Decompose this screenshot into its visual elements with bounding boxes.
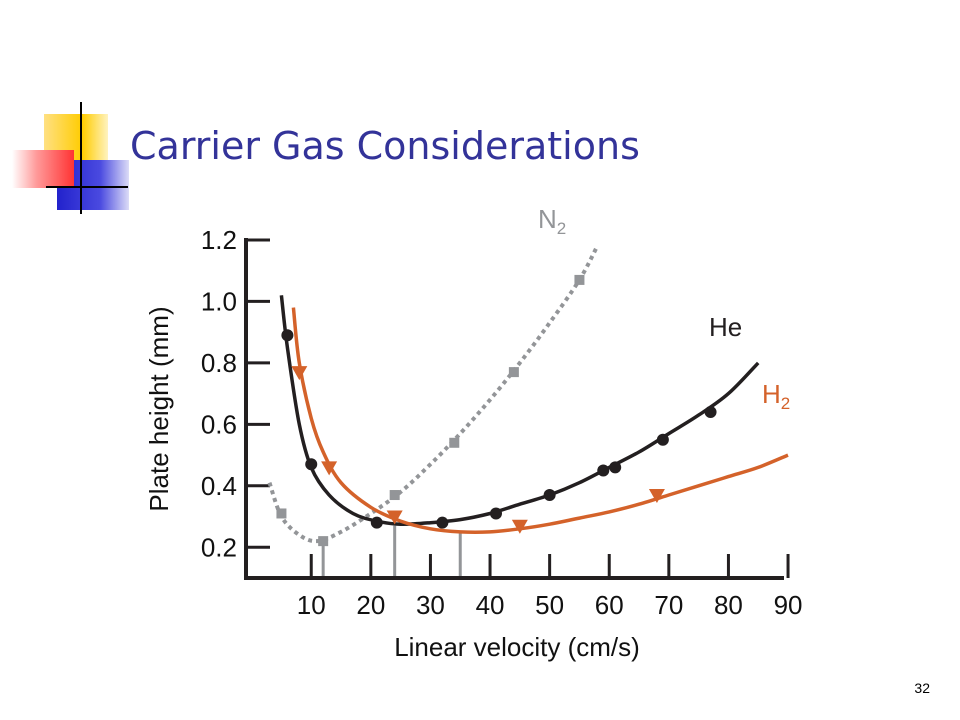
y-tick-label: 0.8	[201, 348, 237, 378]
data-point-he	[704, 406, 717, 419]
decor-square-red	[12, 150, 74, 188]
data-point-n2	[508, 367, 519, 378]
data-point-he	[609, 461, 622, 474]
decor-horizontal-line	[46, 186, 128, 188]
data-point-he	[370, 516, 383, 529]
data-point-n2	[389, 490, 400, 501]
page-number: 32	[914, 680, 930, 696]
x-tick-label: 20	[356, 590, 385, 620]
data-point-h2	[386, 510, 403, 525]
data-point-he	[305, 458, 318, 471]
data-point-he	[281, 329, 294, 342]
y-tick-label: 0.4	[201, 471, 237, 501]
data-point-he	[543, 489, 556, 502]
data-point-he	[656, 433, 669, 446]
x-tick-label: 10	[297, 590, 326, 620]
x-tick-label: 60	[595, 590, 624, 620]
x-tick-label: 40	[476, 590, 505, 620]
y-axis-label: Plate height (mm)	[144, 306, 174, 511]
data-point-n2	[449, 437, 460, 448]
x-tick-label: 80	[714, 590, 743, 620]
data-point-he	[436, 516, 449, 529]
data-point-h2	[291, 366, 308, 381]
y-tick-label: 0.2	[201, 532, 237, 562]
y-tick-label: 1.0	[201, 286, 237, 316]
y-tick-label: 0.6	[201, 409, 237, 439]
series-line-h2	[291, 307, 789, 535]
slide-title: Carrier Gas Considerations	[130, 124, 640, 168]
data-point-n2	[276, 508, 287, 519]
data-point-h2	[511, 519, 528, 534]
decor-vertical-line	[80, 102, 82, 214]
x-axis-label: Linear velocity (cm/s)	[394, 632, 640, 662]
x-tick-label: 70	[654, 590, 683, 620]
series-label-h2: H2	[762, 379, 790, 413]
data-point-n2	[318, 536, 329, 547]
series-label-n2: N2	[538, 204, 566, 238]
series-label-he: He	[709, 312, 742, 342]
x-tick-label: 30	[416, 590, 445, 620]
series-line-n2	[267, 245, 600, 544]
y-tick-label: 1.2	[201, 225, 237, 255]
data-point-n2	[574, 274, 585, 285]
data-point-he	[597, 464, 610, 477]
data-point-h2	[321, 461, 338, 476]
x-tick-label: 90	[774, 590, 803, 620]
x-tick-label: 50	[535, 590, 564, 620]
data-point-h2	[648, 489, 665, 504]
data-point-he	[490, 507, 502, 520]
